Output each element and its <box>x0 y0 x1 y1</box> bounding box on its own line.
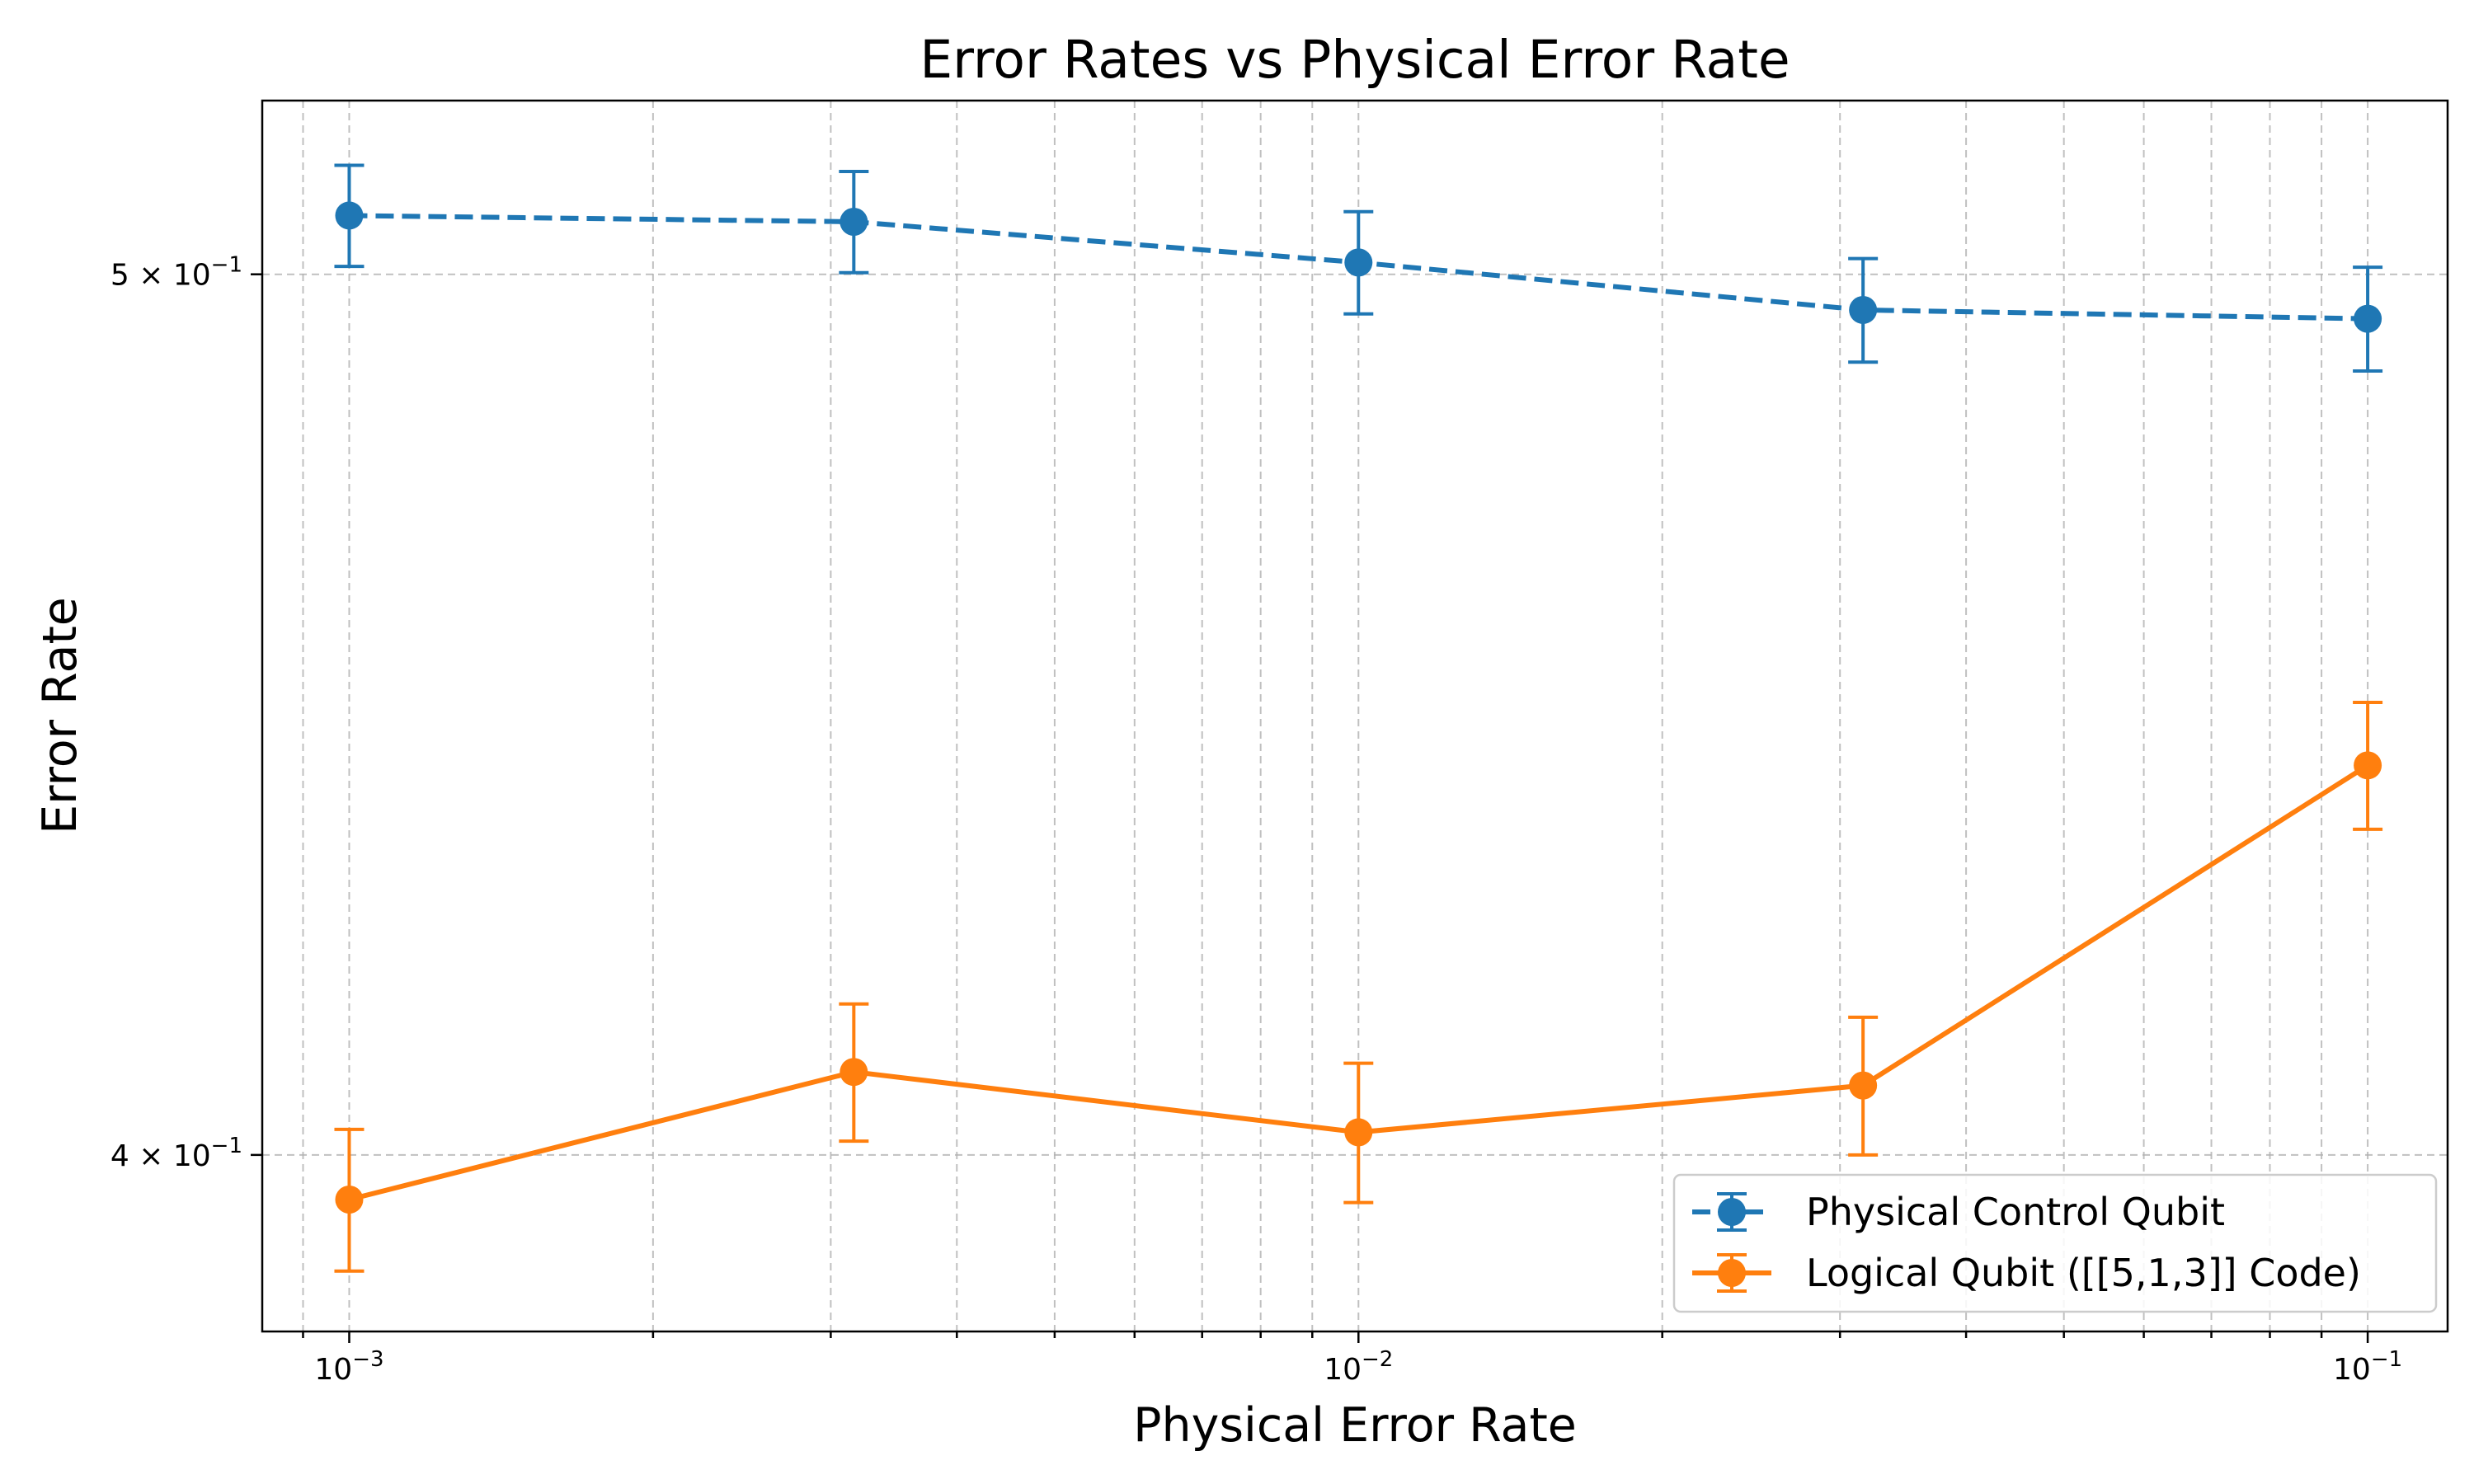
legend-box <box>1672 1173 2438 1313</box>
legend-entry: Physical Control Qubit <box>1692 1190 2225 1234</box>
series <box>334 163 2383 1273</box>
legend-entry: Logical Qubit ([[5,1,3]] Code) <box>1692 1251 2361 1295</box>
data-point <box>2354 304 2382 333</box>
axis-ticks: 10−3 10−2 10−14 × 10−15 × 10−1 <box>111 253 2402 1387</box>
x-tick-base: 10 <box>1324 1353 1362 1387</box>
data-point <box>1344 1118 1373 1147</box>
data-point <box>1344 248 1373 277</box>
data-point <box>840 1058 868 1087</box>
y-tick-exponent: −1 <box>211 253 242 278</box>
data-point <box>335 1186 364 1214</box>
plot-frame <box>261 99 2449 1333</box>
legend: Physical Control Qubit Logical Qubit ([[5… <box>1672 1173 2438 1313</box>
x-axis-label: Physical Error Rate <box>1133 1398 1577 1453</box>
data-point <box>1849 1071 1878 1100</box>
series-2 <box>334 700 2383 1273</box>
series-1 <box>334 163 2383 373</box>
legend-marker-swatch <box>1718 1198 1746 1226</box>
x-tick-exponent: −3 <box>352 1347 383 1372</box>
chart-title: Error Rates vs Physical Error Rate <box>920 30 1790 90</box>
y-axis-label: Error Rate <box>33 597 87 834</box>
y-tick-label: 4 × 10−1 <box>111 1134 242 1173</box>
y-tick-base: 4 × 10 <box>111 1139 211 1173</box>
x-tick-base: 10 <box>314 1353 352 1387</box>
data-point <box>335 201 364 230</box>
y-tick-label: 5 × 10−1 <box>111 253 242 293</box>
x-tick-exponent: −2 <box>1362 1347 1393 1372</box>
y-tick-exponent: −1 <box>211 1134 242 1158</box>
x-tick-label: 10−3 <box>314 1347 383 1387</box>
data-point <box>840 207 868 236</box>
legend-label: Physical Control Qubit <box>1806 1190 2225 1234</box>
data-point <box>2354 751 2382 780</box>
x-tick-base: 10 <box>2333 1353 2371 1387</box>
x-tick-label: 10−2 <box>1324 1347 1393 1387</box>
legend-marker-swatch <box>1718 1259 1746 1287</box>
x-tick-exponent: −1 <box>2371 1347 2402 1372</box>
legend-label: Logical Qubit ([[5,1,3]] Code) <box>1806 1251 2361 1295</box>
data-point <box>1849 295 1878 324</box>
y-tick-base: 5 × 10 <box>111 259 211 293</box>
x-tick-label: 10−1 <box>2333 1347 2402 1387</box>
